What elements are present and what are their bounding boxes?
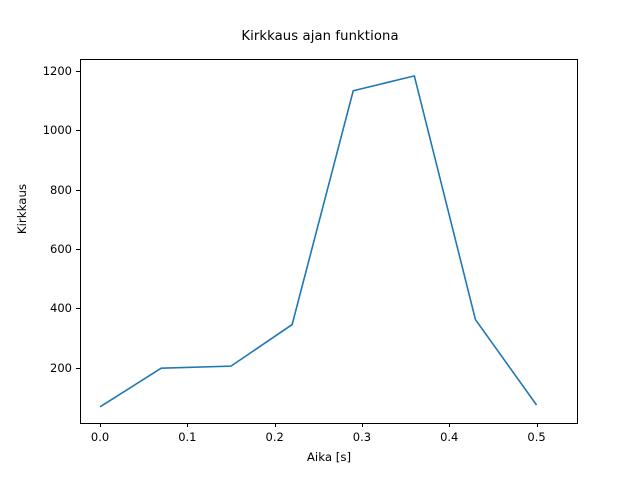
y-tick-mark [76,308,80,310]
y-tick-label: 800 [50,182,72,197]
y-tick-mark [76,248,80,250]
x-tick-mark [449,423,451,427]
x-tick-label: 0.2 [265,430,284,444]
y-tick-label: 200 [50,360,72,375]
y-axis-tick-labels: 200 400 600 800 1000 1200 [0,0,72,480]
chart-title: Kirkkaus ajan funktiona [241,29,399,44]
y-tick-label: 600 [50,241,72,256]
x-axis-label: Aika [s] [306,450,352,464]
y-tick-mark [76,367,80,369]
y-tick-mark [76,130,80,132]
x-tick-label: 0.4 [440,430,459,444]
y-tick-label: 400 [50,301,72,316]
x-tick-mark [100,423,102,427]
y-tick-mark [76,70,80,72]
x-tick-mark [536,423,538,427]
x-tick-label: 0.5 [527,430,546,444]
x-tick-mark [274,423,276,427]
x-tick-mark [361,423,364,427]
y-tick-label: 1000 [42,123,72,138]
y-tick-label: 1200 [42,63,72,78]
data-series-line [99,74,538,408]
y-axis-label: Kirkkaus [15,183,29,235]
plot-axes-frame [80,59,578,424]
plot-area [99,74,538,408]
x-tick-label: 0.0 [90,430,110,444]
x-tick-label: 0.1 [178,430,197,444]
x-tick-label: 0.3 [352,430,372,444]
x-tick-mark [187,423,189,427]
y-tick-mark [76,189,80,191]
